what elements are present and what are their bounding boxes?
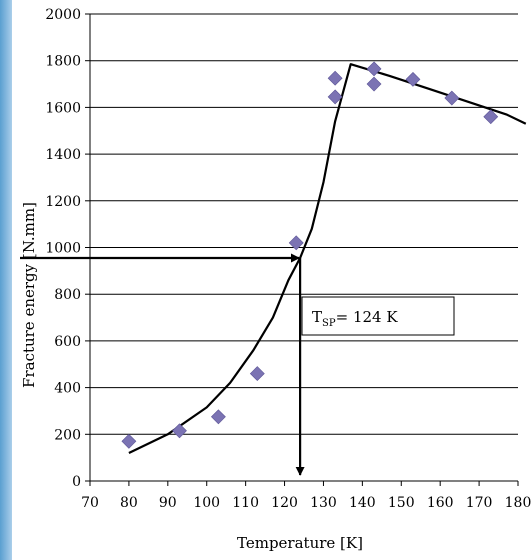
data-point-diamond [483, 109, 499, 125]
y-tick-label: 200 [54, 427, 81, 443]
data-point-diamond [327, 70, 343, 86]
x-tick-label: 170 [466, 495, 493, 511]
data-points [121, 61, 499, 449]
x-tick-label: 90 [159, 495, 177, 511]
axes: 0 200 400 600 800 1000 1200 1400 1600 1800 2000 70 8… [45, 7, 531, 511]
data-point-diamond [366, 61, 382, 77]
x-tick-label: 100 [193, 495, 220, 511]
x-axis-title: Temperature [K] [237, 534, 363, 552]
data-point-diamond [172, 423, 187, 439]
y-tick-label: 0 [72, 474, 81, 490]
x-tick-label: 180 [505, 495, 531, 511]
x-tick-label: 80 [120, 495, 138, 511]
data-point-diamond [366, 76, 382, 92]
x-tick-label: 110 [232, 495, 259, 511]
x-tick-label: 120 [271, 495, 298, 511]
y-tick-label: 1000 [45, 241, 81, 257]
y-tick-label: 1600 [45, 100, 81, 116]
data-point-diamond [288, 235, 304, 251]
y-tick-label: 600 [54, 334, 81, 350]
y-tick-label: 800 [54, 287, 81, 303]
y-tick-label: 400 [54, 381, 81, 397]
data-point-diamond [249, 366, 265, 382]
grid-lines [90, 13, 518, 435]
y-tick-label: 2000 [45, 7, 81, 23]
x-tick-label: 130 [310, 495, 337, 511]
x-tick-label: 150 [388, 495, 415, 511]
y-tick-label: 1800 [45, 54, 81, 70]
fit-curve-line [128, 63, 527, 454]
y-axis-title: Fracture energy [N.mm] [20, 202, 38, 388]
annotation-label: TSP= 124 K [312, 308, 398, 329]
data-point-diamond [444, 90, 460, 106]
data-point-diamond [327, 89, 343, 105]
x-tick-label: 70 [81, 495, 99, 511]
y-tick-label: 1400 [45, 147, 81, 163]
x-tick-label: 160 [427, 495, 454, 511]
fit-curve [128, 63, 527, 454]
annotations [20, 253, 305, 476]
y-tick-label: 1200 [45, 194, 81, 210]
data-point-diamond [405, 71, 421, 87]
data-point-diamond [121, 433, 137, 449]
data-point-diamond [210, 409, 226, 425]
annotation-box [301, 296, 455, 336]
x-tick-label: 140 [349, 495, 376, 511]
